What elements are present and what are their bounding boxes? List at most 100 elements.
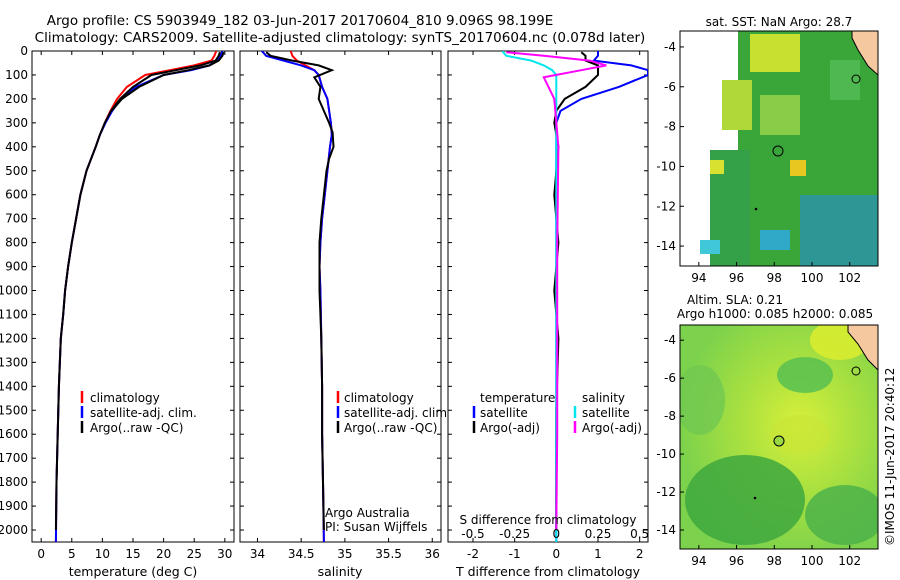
- x-tick-label: -2: [467, 547, 479, 561]
- s-tick-label: -0.25: [499, 527, 530, 541]
- series-argo-raw: [110, 51, 225, 112]
- legend-label-s-satellite: satellite: [582, 406, 630, 420]
- x-tick-label: 10: [95, 547, 110, 561]
- difference-panel: -2 -1 0 1 2 S difference from climatology -0…: [447, 50, 649, 579]
- map-x-tick-label: 98: [767, 271, 782, 285]
- salinity-axis-ticks: 34 34.5 35 35.5 36: [250, 51, 440, 561]
- depth-tick-label: 1500: [0, 403, 28, 417]
- sla-argo-marker: [773, 435, 785, 447]
- temperature-xlabel: temperature (deg C): [69, 564, 198, 579]
- sla-map: Altim. SLA: 0.21 Argo h1000: 0.085 h2000…: [656, 293, 879, 568]
- depth-tick-label: 0: [20, 44, 28, 58]
- sst-field-cyan-south: [760, 230, 790, 250]
- temperature-axis-ticks: 0 5 10 15 20 25 30: [37, 51, 232, 561]
- series-argo: [54, 51, 221, 531]
- sst-map: sat. SST: NaN Argo: 28.7 94 96 98 100 102 -4 -…: [656, 15, 879, 285]
- s-tick-label: 0.25: [585, 527, 612, 541]
- sst-island-b: [754, 207, 758, 211]
- sst-map-title: sat. SST: NaN Argo: 28.7: [706, 15, 853, 29]
- depth-tick-label: 2000: [0, 523, 28, 537]
- x-tick-label: 5: [68, 547, 76, 561]
- sla-field-dark-north: [777, 357, 833, 393]
- map-y-tick-label: -8: [664, 120, 676, 134]
- depth-tick-label: 600: [5, 188, 28, 202]
- difference-depth-ticks: [448, 50, 648, 531]
- depth-tick-label: 100: [5, 68, 28, 82]
- series-salinity-argo-adj-: [506, 51, 607, 531]
- map-x-tick-label: 102: [838, 271, 861, 285]
- sla-map-frame: [679, 324, 879, 550]
- sst-field-green-east: [830, 60, 860, 100]
- temperature-series: [54, 51, 225, 542]
- sla-island-a: [851, 366, 861, 376]
- map-x-tick-label: 96: [729, 554, 744, 568]
- temperature-axes-frame: [31, 50, 235, 543]
- depth-tick-label: 1700: [0, 451, 28, 465]
- sla-island-b: [753, 496, 757, 500]
- sla-map-title-line2: Argo h1000: 0.085 h2000: 0.085: [677, 307, 873, 321]
- sst-field-yellow-north: [750, 34, 800, 72]
- sst-map-ticks: 94 96 98 100 102 -4 -6 -8 -10 -12 -14: [656, 40, 861, 285]
- legend-label-satellite: satellite-adj. clim.: [344, 406, 451, 420]
- sla-field-yellow-center: [770, 415, 830, 455]
- salinity-axes-frame: [239, 50, 442, 543]
- legend-label-t-satellite: satellite: [480, 406, 528, 420]
- map-y-tick-label: -14: [656, 523, 676, 537]
- depth-tick-label: 1200: [0, 331, 28, 345]
- difference-axes-frame: [447, 50, 649, 543]
- difference-series: [501, 51, 648, 542]
- series-argo: [265, 51, 335, 531]
- legend-label-t-argo: Argo(-adj): [480, 421, 540, 435]
- legend-label-s-argo: Argo(-adj): [582, 421, 642, 435]
- s-tick-label: -0.5: [461, 527, 484, 541]
- map-x-tick-label: 96: [729, 271, 744, 285]
- x-tick-label: 25: [187, 547, 202, 561]
- map-x-tick-label: 102: [838, 554, 861, 568]
- map-x-tick-label: 100: [801, 271, 824, 285]
- sst-argo-marker: [772, 145, 784, 157]
- map-y-tick-label: -14: [656, 239, 676, 253]
- sla-map-title-line1: Altim. SLA: 0.21: [687, 293, 783, 307]
- s-tick-label: 0.5: [630, 527, 649, 541]
- map-x-tick-label: 94: [691, 271, 706, 285]
- legend-title-salinity: salinity: [582, 391, 625, 405]
- salinity-series: [261, 51, 335, 542]
- temperature-panel: 0100200300400500600700800900100011001200…: [0, 44, 235, 579]
- salinity-panel: 34 34.5 35 35.5 36 salinity climatology sate…: [239, 50, 451, 579]
- x-tick-label: 34: [250, 547, 265, 561]
- depth-axis-ticks: 0 100 200 300 400 500 600 700 800 900 1000 1100 1200…: [0, 44, 234, 537]
- sst-field-cyan-sw: [700, 240, 720, 254]
- legend-label-climatology: climatology: [344, 391, 414, 405]
- x-tick-label: 15: [125, 547, 140, 561]
- sla-field-dark-south: [685, 455, 805, 545]
- figure-title-line2: Climatology: CARS2009. Satellite-adjuste…: [35, 30, 646, 46]
- sla-land: [847, 325, 878, 371]
- t-difference-xlabel: T difference from climatology: [455, 564, 641, 579]
- sla-field-dark-west: [680, 365, 725, 435]
- figure-title-line1: Argo profile: CS 5903949_182 03-Jun-2017…: [47, 13, 554, 29]
- salinity-annotation-program: Argo Australia: [325, 506, 410, 520]
- sst-field-light-central: [760, 95, 800, 135]
- sst-field-blue-south: [800, 195, 878, 266]
- x-tick-label: 0: [553, 547, 561, 561]
- map-x-tick-label: 94: [691, 554, 706, 568]
- sst-field-patch-a: [790, 160, 806, 176]
- depth-tick-label: 1000: [0, 284, 28, 298]
- sst-map-field: [700, 31, 878, 266]
- imos-credit: ©IMOS 11-Jun-2017 20:40:12: [883, 368, 897, 546]
- depth-tick-label: 1900: [0, 499, 28, 513]
- s-tick-label: 0: [553, 527, 561, 541]
- sst-field-yellow-nw: [722, 80, 752, 130]
- map-y-tick-label: -4: [664, 333, 676, 347]
- depth-tick-label: 200: [5, 92, 28, 106]
- sst-map-frame: [679, 30, 879, 267]
- salinity-xlabel: salinity: [318, 564, 363, 579]
- depth-tick-label: 1400: [0, 379, 28, 393]
- depth-tick-label: 800: [5, 236, 28, 250]
- x-tick-label: 2: [636, 547, 644, 561]
- x-tick-label: -1: [509, 547, 521, 561]
- map-y-tick-label: -8: [664, 409, 676, 423]
- map-x-tick-label: 98: [767, 554, 782, 568]
- map-y-tick-label: -6: [664, 80, 676, 94]
